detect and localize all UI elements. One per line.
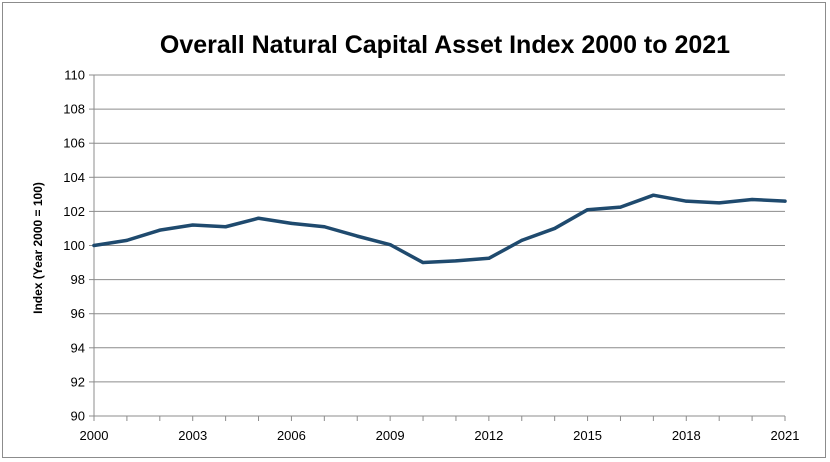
line-chart: Overall Natural Capital Asset Index 2000… <box>31 31 800 443</box>
data-point-2000 <box>92 243 96 248</box>
data-point-2007 <box>322 225 326 229</box>
series-group <box>92 193 787 265</box>
data-point-2011 <box>454 259 458 263</box>
y-tick-label-94: 94 <box>71 340 85 355</box>
y-tick-label-92: 92 <box>71 374 85 389</box>
y-tick-label-100: 100 <box>63 238 85 253</box>
x-tick-label-2009: 2009 <box>376 428 405 443</box>
x-tick-labels: 2000 2003 2006 2009 2012 2015 2018 2021 <box>80 428 800 443</box>
x-tick-label-2006: 2006 <box>277 428 306 443</box>
y-tick-label-90: 90 <box>71 409 85 424</box>
y-tick-label-98: 98 <box>71 272 85 287</box>
data-point-2019 <box>717 201 721 205</box>
y-tick-label-106: 106 <box>63 136 85 151</box>
data-point-2001 <box>125 238 129 242</box>
x-tick-label-2021: 2021 <box>771 428 800 443</box>
data-point-2006 <box>289 221 294 225</box>
data-point-2012 <box>487 256 491 260</box>
data-point-2010 <box>421 260 425 265</box>
data-point-2017 <box>651 193 655 197</box>
x-tick-label-2012: 2012 <box>474 428 503 443</box>
y-tick-label-96: 96 <box>71 306 85 321</box>
y-tick-labels: 90 92 94 96 98 100 102 104 106 108 110 <box>63 68 85 424</box>
y-tick-label-110: 110 <box>64 68 85 83</box>
gridlines <box>94 74 785 383</box>
data-point-2018 <box>684 199 688 203</box>
data-point-2016 <box>618 205 623 209</box>
data-point-2009 <box>388 243 392 247</box>
chart-frame: Overall Natural Capital Asset Index 2000… <box>2 2 826 458</box>
data-point-2003 <box>191 223 195 227</box>
data-point-2015 <box>585 208 590 212</box>
data-point-2013 <box>520 238 524 242</box>
x-tick-label-2018: 2018 <box>672 428 701 443</box>
y-tick-label-108: 108 <box>63 102 85 117</box>
data-point-2021 <box>783 199 787 203</box>
y-tick-label-104: 104 <box>63 170 85 185</box>
x-tick-label-2003: 2003 <box>178 428 207 443</box>
x-tick-label-2015: 2015 <box>573 428 602 443</box>
data-point-2005 <box>256 216 261 220</box>
data-point-2014 <box>553 226 557 231</box>
axes <box>89 74 786 421</box>
y-tick-label-102: 102 <box>63 204 85 219</box>
series-line-0 <box>92 193 787 265</box>
chart-title: Overall Natural Capital Asset Index 2000… <box>160 31 730 59</box>
data-point-2002 <box>158 228 162 232</box>
y-axis-label: Index (Year 2000 = 100) <box>31 182 45 314</box>
data-point-2020 <box>750 197 754 202</box>
data-point-2004 <box>224 225 228 229</box>
x-tick-label-2000: 2000 <box>80 428 109 443</box>
data-point-2008 <box>355 234 359 238</box>
